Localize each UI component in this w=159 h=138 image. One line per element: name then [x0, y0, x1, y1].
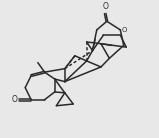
Text: O: O — [122, 27, 128, 33]
Text: O: O — [102, 2, 108, 11]
Text: O: O — [12, 95, 17, 104]
